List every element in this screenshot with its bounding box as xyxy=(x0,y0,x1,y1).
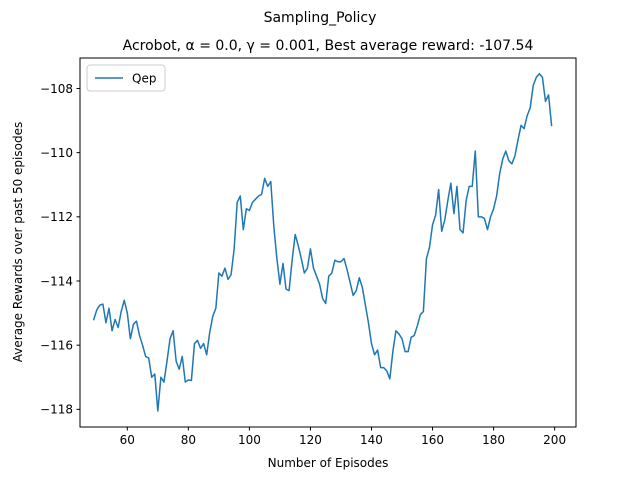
series-layer xyxy=(92,72,553,412)
y-axis-label: Average Rewards over past 50 episodes xyxy=(11,122,25,362)
x-tick-label: 120 xyxy=(299,433,322,447)
y-axis: −118 −116 −114 −112 −110 −108 xyxy=(40,82,80,417)
y-tick-label: −112 xyxy=(40,210,73,224)
legend-box xyxy=(86,64,166,92)
figure-suptitle: Sampling_Policy xyxy=(264,10,377,26)
chart-title: Acrobot, α = 0.0, γ = 0.001, Best averag… xyxy=(123,38,534,54)
y-tick-label: −118 xyxy=(40,403,73,417)
x-axis: 60 80 100 120 140 160 180 200 xyxy=(120,427,566,447)
axes-frame xyxy=(79,57,577,428)
x-tick-label: 160 xyxy=(421,433,444,447)
x-tick-label: 100 xyxy=(238,433,261,447)
y-tick-label: −108 xyxy=(40,82,73,96)
legend-label-qep: Qep xyxy=(132,72,156,86)
y-tick-label: −116 xyxy=(40,338,73,352)
x-tick-label: 80 xyxy=(181,433,196,447)
series-line-qep xyxy=(92,72,553,412)
x-tick-label: 180 xyxy=(482,433,505,447)
x-tick-label: 200 xyxy=(543,433,566,447)
y-tick-label: −110 xyxy=(40,146,73,160)
x-tick-label: 140 xyxy=(360,433,383,447)
y-tick-label: −114 xyxy=(40,274,73,288)
legend: Qep xyxy=(86,64,166,92)
plot-area: 60 80 100 120 140 160 180 200 −118−116−114−112−… xyxy=(40,57,577,447)
x-tick-label: 60 xyxy=(120,433,135,447)
x-axis-label: Number of Episodes xyxy=(268,456,389,470)
